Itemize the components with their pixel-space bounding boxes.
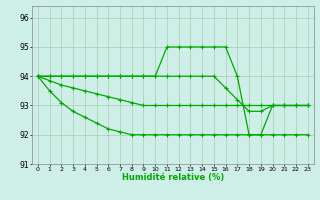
X-axis label: Humidité relative (%): Humidité relative (%) (122, 173, 224, 182)
